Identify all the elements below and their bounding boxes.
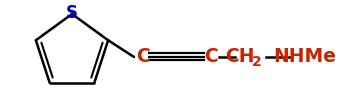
Text: 2: 2: [252, 55, 262, 69]
Text: CH: CH: [225, 48, 255, 66]
Text: C: C: [204, 48, 218, 66]
Text: C: C: [136, 48, 150, 66]
Text: S: S: [66, 4, 78, 22]
Text: NHMe: NHMe: [273, 48, 337, 66]
